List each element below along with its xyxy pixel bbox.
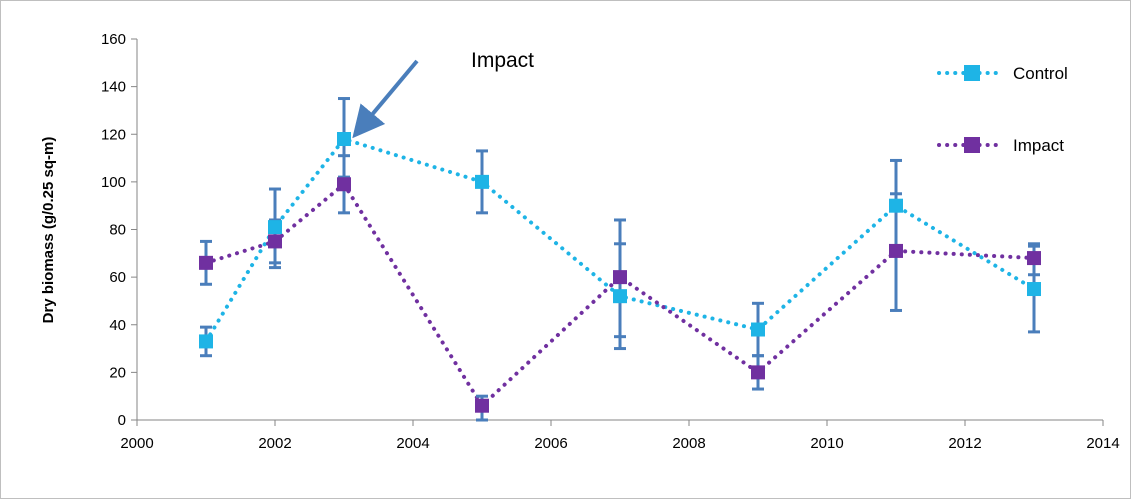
x-tick-label: 2006 [534,435,567,452]
data-point-control [199,334,213,349]
data-point-impact [337,177,351,192]
legend-marker-control [964,65,980,81]
annotation-text: Impact [471,49,534,72]
y-tick-label: 0 [118,412,126,429]
legend-label-control: Control [1013,64,1068,83]
legend-marker-impact [964,137,980,153]
y-tick-label: 160 [101,31,126,48]
annotation-arrow [352,59,419,139]
data-point-control [751,322,765,337]
data-point-impact [613,270,627,285]
x-tick-label: 2012 [948,435,981,452]
data-point-control [337,132,351,147]
y-tick-label: 80 [109,222,126,239]
data-point-impact [1027,251,1041,266]
data-point-impact [199,255,213,270]
x-tick-label: 2008 [672,435,705,452]
y-tick-label: 120 [101,126,126,143]
plot-area: 0 20 40 60 80 100 120 140 160 2000 2002 2004 2006 200… [101,31,1120,452]
y-tick-label: 60 [109,269,126,286]
data-point-control [268,220,282,235]
y-tick-label: 20 [109,364,126,381]
data-point-control [475,174,489,189]
data-point-impact [475,398,489,413]
data-point-impact [751,365,765,380]
series-line-control [204,136,1036,344]
x-tick-label: 2002 [258,435,291,452]
series-line-impact [204,181,1036,409]
x-tick-label: 2010 [810,435,843,452]
y-tick-label: 40 [109,317,126,334]
x-tick-label: 2014 [1086,435,1119,452]
data-point-impact [268,234,282,249]
data-point-control [889,198,903,213]
data-point-control [613,289,627,304]
y-axis-label: Dry biomass (g/0.25 sq-m) [40,137,57,324]
data-point-impact [889,243,903,258]
data-point-control [1027,282,1041,297]
x-tick-label: 2004 [396,435,429,452]
x-tick-label: 2000 [120,435,153,452]
y-tick-label: 100 [101,174,126,191]
y-tick-label: 140 [101,79,126,96]
legend-label-impact: Impact [1013,136,1064,155]
